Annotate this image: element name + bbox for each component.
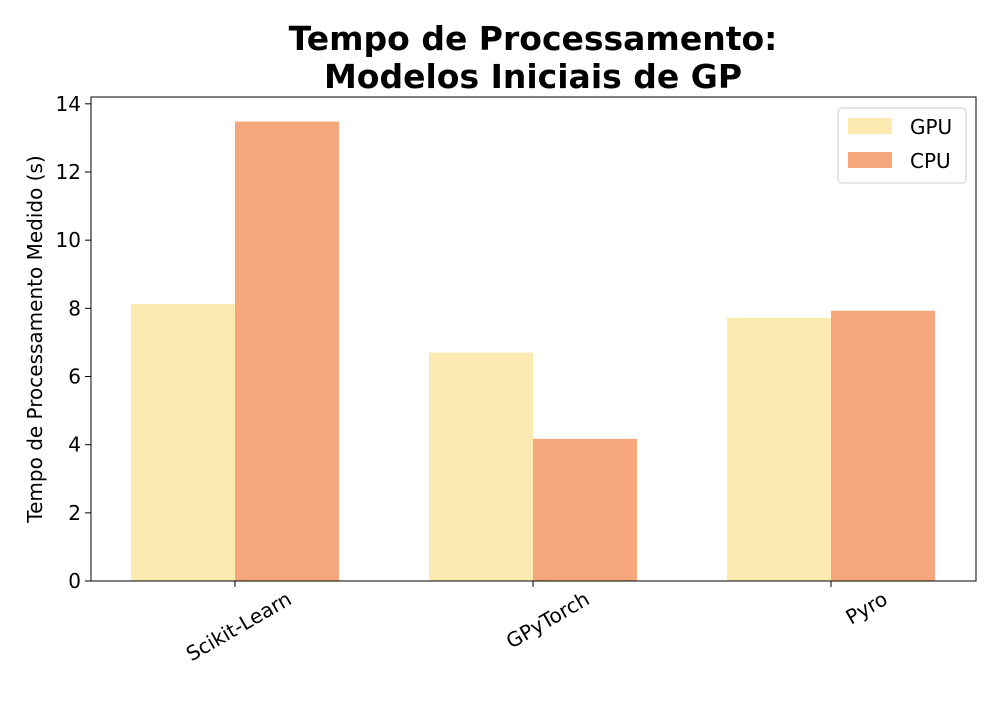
legend-label-cpu: CPU	[910, 149, 951, 173]
y-tick-label: 6	[68, 364, 81, 388]
x-tick-label-scikit-learn: Scikit-Learn	[182, 587, 296, 666]
y-axis-ticks: 0 2 4 6 8 10 12 14	[56, 92, 91, 593]
x-axis-ticks: Scikit-Learn GPyTorch Pyro	[182, 581, 892, 666]
bar-gpu-pyro	[727, 317, 831, 581]
y-tick-label: 12	[56, 160, 81, 184]
legend-swatch-gpu	[848, 118, 892, 134]
bar-cpu-gpytorch	[533, 438, 637, 581]
y-tick-label: 4	[68, 433, 81, 457]
y-axis-label: Tempo de Processamento Medido (s)	[23, 155, 47, 523]
y-tick-label: 0	[68, 569, 81, 593]
x-tick-label-gpytorch: GPyTorch	[502, 587, 594, 654]
x-tick-label-pyro: Pyro	[841, 587, 891, 630]
bar-cpu-pyro	[831, 310, 935, 581]
y-tick-label: 14	[56, 92, 81, 116]
legend-swatch-cpu	[848, 152, 892, 168]
bar-cpu-scikit-learn	[235, 121, 339, 582]
chart-title: Tempo de Processamento: Modelos Iniciais…	[289, 19, 778, 96]
plot-area-frame	[90, 96, 977, 582]
chart-title-line-1: Tempo de Processamento:	[289, 19, 778, 58]
chart-title-line-2: Modelos Iniciais de GP	[324, 57, 742, 96]
bar-gpu-gpytorch	[429, 352, 533, 581]
bars	[131, 121, 935, 582]
y-tick-label: 2	[68, 501, 81, 525]
bar-gpu-scikit-learn	[131, 304, 235, 581]
y-tick-label: 8	[68, 296, 81, 320]
legend: GPU CPU	[837, 107, 967, 184]
legend-label-gpu: GPU	[910, 115, 952, 139]
y-tick-label: 10	[56, 228, 81, 252]
